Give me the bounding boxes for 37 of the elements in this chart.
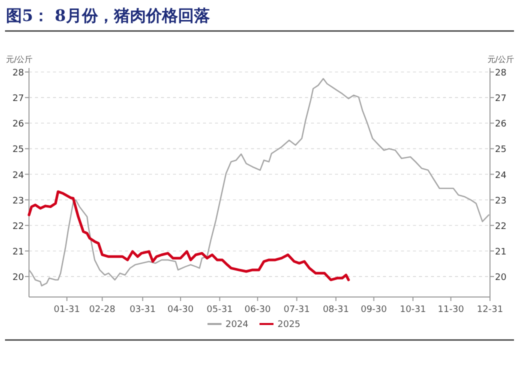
x-tick-label: 06-30 [244,305,271,315]
x-tick-label: 07-31 [284,305,310,315]
y-tick-label: 24 [12,170,24,181]
y-tick-label: 22 [12,222,24,232]
x-tick-label: 11-30 [438,305,464,315]
y2-tick-label: 22 [495,222,506,232]
y-tick-label: 26 [12,120,24,130]
y2-tick-label: 24 [495,170,507,181]
x-tick-label: 05-31 [206,305,233,315]
x-tick-label: 10-31 [400,305,426,315]
y-axis-title: 元/公斤 [6,55,33,64]
x-tick-label: 02-28 [89,305,116,315]
legend-label: 2025 [278,320,300,330]
y2-tick-label: 21 [495,247,506,258]
y2-tick-label: 25 [495,145,506,156]
y2-tick-label: 28 [495,68,507,78]
y2-tick-label: 26 [495,120,507,130]
y-tick-label: 23 [12,196,24,206]
x-tick-label: 03-31 [130,305,156,315]
y-tick-label: 27 [12,94,24,104]
y-tick-label: 20 [12,273,24,284]
y2-tick-label: 23 [495,196,506,206]
y-tick-label: 21 [12,247,24,258]
line-series [28,190,350,282]
x-tick-label: 08-31 [322,305,349,315]
y2-axis-title: 元/公斤 [487,55,514,64]
y2-tick-label: 27 [495,94,506,104]
x-tick-label: 12-31 [476,305,504,315]
x-tick-label: 01-31 [54,305,80,315]
x-tick-label: 04-30 [167,305,194,315]
legend-label: 2024 [226,320,249,330]
y-tick-label: 28 [12,68,24,78]
line-series [28,78,490,286]
x-tick-label: 09-30 [360,305,388,315]
chart-title: 图5： 8月份，猪肉价格回落 [6,6,210,25]
y2-tick-label: 20 [495,273,507,284]
y-tick-label: 25 [12,145,24,156]
